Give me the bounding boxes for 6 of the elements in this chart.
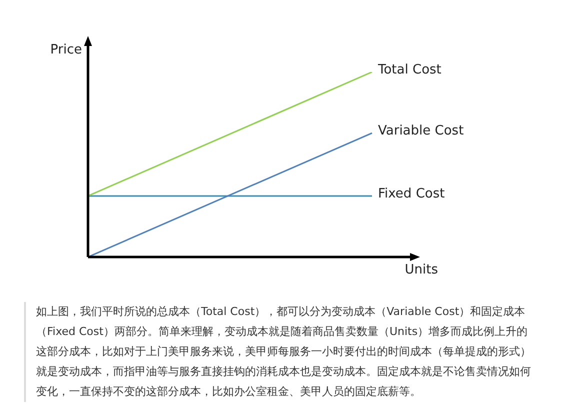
- x-axis-title: Units: [404, 262, 438, 278]
- series-label: Fixed Cost: [378, 186, 445, 202]
- y-axis-title: Price: [50, 42, 82, 58]
- text: 如上图，我们平时所说的总成本（Total Cost），都可以分为变动成本（Variable Cost）和固定成本（Fixed Cost）两部分。简单来理解，变动成本就是随着商品售卖数量（Units）增多而成比例上升的这部分成本，比如对于上门美甲服务来说，美甲师每服务一小时要付出的时间成本（每单提成的形式）就是变动成本，而指甲油等与服务直接挂钩的消耗成本也是变动成本。固定成本就是不论售卖情况如何变化，一直保持不变的这部分成本，比如办公室租金、美甲人员的固定底薪等。: [36, 304, 532, 400]
- series-label: Variable Cost: [378, 123, 464, 138]
- series-label: Total Cost: [377, 62, 442, 78]
